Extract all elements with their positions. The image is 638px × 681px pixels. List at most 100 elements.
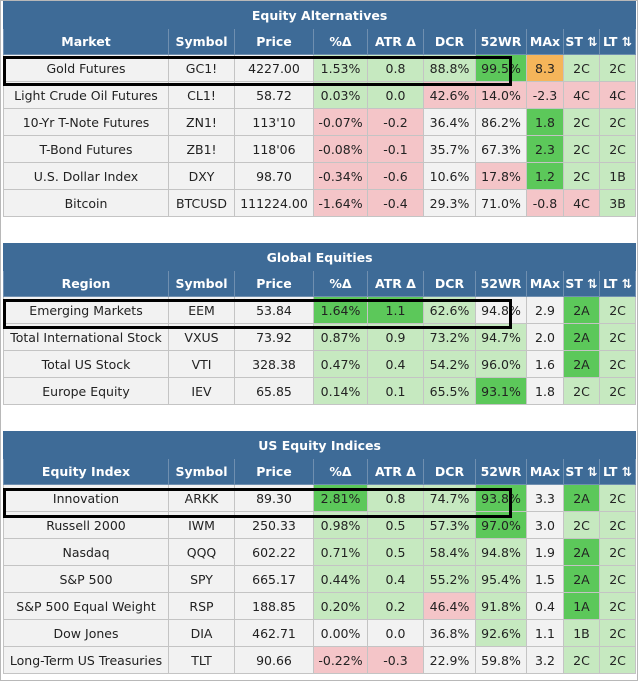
lt-cell: 2C xyxy=(598,619,637,647)
column-header-st[interactable]: ST ⇅ xyxy=(563,270,600,297)
symbol-cell: DXY xyxy=(168,162,235,190)
name-cell: Long-Term US Treasuries xyxy=(3,646,169,674)
table-row-europe-equity[interactable]: Europe Equity IEV 65.85 0.14% 0.1 65.5% 93.1% 1… xyxy=(3,377,637,405)
spacer-cell xyxy=(4,217,636,244)
name-cell: Total US Stock xyxy=(3,350,169,378)
symbol-cell: GC1! xyxy=(168,54,235,82)
dcr-cell: 36.8% xyxy=(423,619,476,647)
atr-change-cell: 0.4 xyxy=(367,350,424,378)
lt-cell: 2C xyxy=(598,296,637,324)
symbol-cell: RSP xyxy=(168,592,235,620)
price-cell: 462.71 xyxy=(234,619,314,647)
dcr-cell: 88.8% xyxy=(423,54,476,82)
atr-change-cell: 0.8 xyxy=(367,484,424,512)
table-row-u-s-dollar-index[interactable]: U.S. Dollar Index DXY 98.70 -0.34% -0.6 10.6%… xyxy=(3,162,637,190)
lt-cell: 2C xyxy=(598,323,637,351)
column-header-market: Market xyxy=(3,28,169,55)
column-header-st[interactable]: ST ⇅ xyxy=(563,458,600,485)
price-cell: 188.85 xyxy=(234,592,314,620)
symbol-cell: SPY xyxy=(168,565,235,593)
dcr-cell: 22.9% xyxy=(423,646,476,674)
dcr-cell: 42.6% xyxy=(423,81,476,109)
column-header-symbol: Symbol xyxy=(168,270,235,297)
max-cell: 3.3 xyxy=(526,484,564,512)
table-row-total-us-stock[interactable]: Total US Stock VTI 328.38 0.47% 0.4 54.2% 96.0… xyxy=(3,350,637,378)
52wr-cell: 71.0% xyxy=(475,189,527,217)
name-cell: Nasdaq xyxy=(3,538,169,566)
table-row-long-term-us-treasuries[interactable]: Long-Term US Treasuries TLT 90.66 -0.22% -0.… xyxy=(3,646,637,674)
name-cell: U.S. Dollar Index xyxy=(3,162,169,190)
table-row-dow-jones[interactable]: Dow Jones DIA 462.71 0.00% 0.0 36.8% 92.6% 1.1 1… xyxy=(3,619,637,647)
table-row-s-p-500[interactable]: S&P 500 SPY 665.17 0.44% 0.4 55.2% 95.4% 1.5 2A 2… xyxy=(3,565,637,593)
price-cell: 98.70 xyxy=(234,162,314,190)
price-cell: 250.33 xyxy=(234,511,314,539)
column-header-symbol: Symbol xyxy=(168,28,235,55)
dcr-cell: 58.4% xyxy=(423,538,476,566)
52wr-cell: 93.8% xyxy=(475,484,527,512)
atr-change-cell: -0.6 xyxy=(367,162,424,190)
st-cell: 2C xyxy=(563,377,600,405)
atr-change-cell: -0.2 xyxy=(367,108,424,136)
table-row-gold-futures[interactable]: Gold Futures GC1! 4227.00 1.53% 0.8 88.8% 99.5… xyxy=(3,54,637,82)
max-cell: 1.5 xyxy=(526,565,564,593)
lt-cell: 2C xyxy=(598,135,637,163)
column-header-dcr: DCR xyxy=(423,28,476,55)
symbol-cell: TLT xyxy=(168,646,235,674)
symbol-cell: IWM xyxy=(168,511,235,539)
table-row-total-international-stock[interactable]: Total International Stock VXUS 73.92 0.87% 0… xyxy=(3,323,637,351)
price-cell: 73.92 xyxy=(234,323,314,351)
table-row-light-crude-oil-futures[interactable]: Light Crude Oil Futures CL1! 58.72 0.03% 0.0… xyxy=(3,81,637,109)
column-header-lt[interactable]: LT ⇅ xyxy=(598,458,637,485)
name-cell: Europe Equity xyxy=(3,377,169,405)
name-cell: Emerging Markets xyxy=(3,296,169,324)
52wr-cell: 96.0% xyxy=(475,350,527,378)
lt-cell: 2C xyxy=(598,484,637,512)
column-header-lt[interactable]: LT ⇅ xyxy=(598,270,637,297)
table-row-10-yr-t-note-futures[interactable]: 10-Yr T-Note Futures ZN1! 113'10 -0.07% -0.2… xyxy=(3,108,637,136)
column-header-max: MAx xyxy=(526,270,564,297)
name-cell: Bitcoin xyxy=(3,189,169,217)
lt-cell: 2C xyxy=(598,538,637,566)
atr-change-cell: 0.5 xyxy=(367,538,424,566)
52wr-cell: 59.8% xyxy=(475,646,527,674)
column-header-atr: ATR Δ xyxy=(367,458,424,485)
column-header-symbol: Symbol xyxy=(168,458,235,485)
name-cell: T-Bond Futures xyxy=(3,135,169,163)
price-cell: 602.22 xyxy=(234,538,314,566)
table-row-emerging-markets[interactable]: Emerging Markets EEM 53.84 1.64% 1.1 62.6% 94.… xyxy=(3,296,637,324)
table-row-innovation[interactable]: Innovation ARKK 89.30 2.81% 0.8 74.7% 93.8% 3.3… xyxy=(3,484,637,512)
lt-cell: 2C xyxy=(598,646,637,674)
name-cell: S&P 500 Equal Weight xyxy=(3,592,169,620)
price-cell: 118'06 xyxy=(234,135,314,163)
max-cell: 3.0 xyxy=(526,511,564,539)
max-cell: -0.8 xyxy=(526,189,564,217)
column-header-lt[interactable]: LT ⇅ xyxy=(598,28,637,55)
52wr-cell: 91.8% xyxy=(475,592,527,620)
price-cell: 665.17 xyxy=(234,565,314,593)
pct-change-cell: 0.44% xyxy=(313,565,368,593)
atr-change-cell: 1.1 xyxy=(367,296,424,324)
column-header-52wr: 52WR xyxy=(475,270,527,297)
table-row-nasdaq[interactable]: Nasdaq QQQ 602.22 0.71% 0.5 58.4% 94.8% 1.9 2A 2C xyxy=(3,538,637,566)
column-header-52wr: 52WR xyxy=(475,28,527,55)
table-row-bitcoin[interactable]: Bitcoin BTCUSD 111224.00 -1.64% -0.4 29.3% 71.… xyxy=(3,189,637,217)
dcr-cell: 35.7% xyxy=(423,135,476,163)
pct-change-cell: 0.87% xyxy=(313,323,368,351)
column-header-: %Δ xyxy=(313,270,368,297)
table-row-russell-2000[interactable]: Russell 2000 IWM 250.33 0.98% 0.5 57.3% 97.0% 3… xyxy=(3,511,637,539)
st-cell: 2A xyxy=(563,323,600,351)
table-row-s-p-500-equal-weight[interactable]: S&P 500 Equal Weight RSP 188.85 0.20% 0.2 46.… xyxy=(3,592,637,620)
52wr-cell: 92.6% xyxy=(475,619,527,647)
table-row-t-bond-futures[interactable]: T-Bond Futures ZB1! 118'06 -0.08% -0.1 35.7% 6… xyxy=(3,135,637,163)
name-cell: Gold Futures xyxy=(3,54,169,82)
max-cell: 1.8 xyxy=(526,377,564,405)
st-cell: 2A xyxy=(563,538,600,566)
section-title: US Equity Indices xyxy=(2,431,637,459)
column-header-st[interactable]: ST ⇅ xyxy=(563,28,600,55)
atr-change-cell: 0.1 xyxy=(367,377,424,405)
52wr-cell: 95.4% xyxy=(475,565,527,593)
section-title-row: Equity Alternatives xyxy=(2,1,637,29)
52wr-cell: 94.8% xyxy=(475,296,527,324)
st-cell: 2C xyxy=(563,135,600,163)
